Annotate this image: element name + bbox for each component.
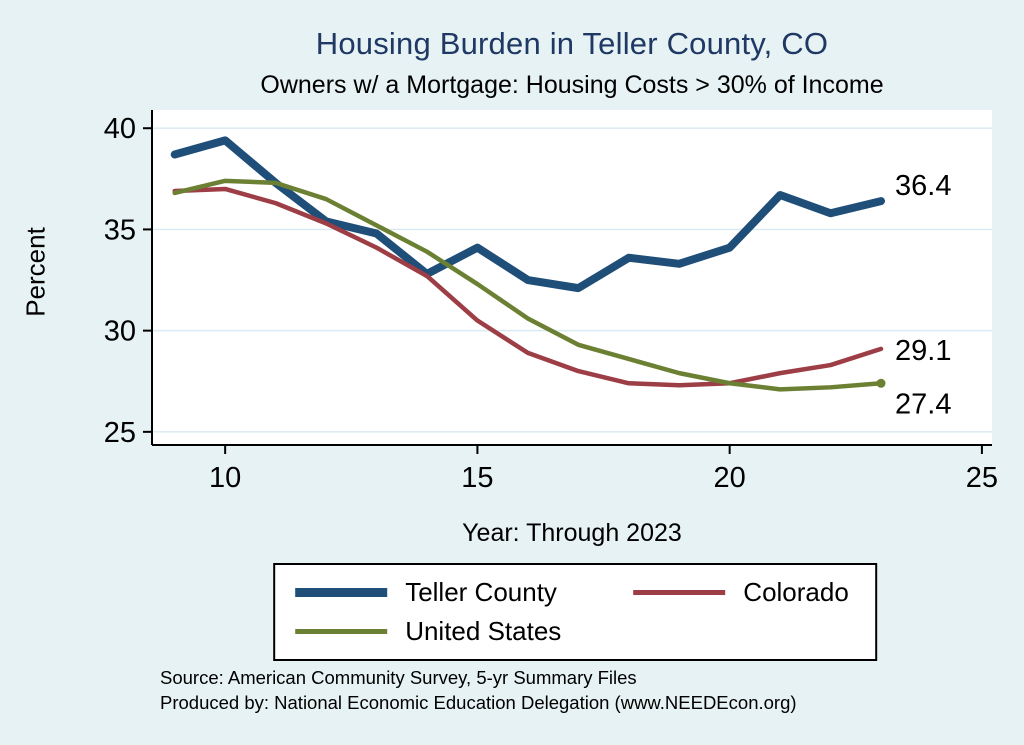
- series-marker-united-states: [876, 378, 886, 388]
- legend-item-teller-county: Teller County: [295, 577, 561, 608]
- legend-swatch-colorado: [633, 590, 726, 595]
- y-tick-label: 40: [104, 113, 136, 145]
- legend-label-united-states: United States: [405, 616, 562, 646]
- line-chart-plot: 25 30 35 40 10 15 20 25 36.4 29.1 27.4: [104, 110, 998, 494]
- legend-label-colorado: Colorado: [743, 577, 849, 607]
- chart-title: Housing Burden in Teller County, CO: [315, 26, 829, 61]
- legend-swatch-united-states: [295, 629, 388, 634]
- y-tick-label: 25: [104, 417, 136, 449]
- source-note: Source: American Community Survey, 5-yr …: [160, 666, 797, 716]
- legend: Teller County Colorado United States: [273, 563, 877, 661]
- x-tick-label: 10: [209, 462, 241, 494]
- x-tick-label: 20: [714, 462, 746, 494]
- legend-grid: Teller County Colorado United States: [295, 577, 849, 647]
- y-tick-label: 35: [104, 214, 136, 246]
- x-tick-label: 15: [461, 462, 493, 494]
- y-tick-label: 30: [104, 316, 136, 348]
- legend-swatch-teller-county: [295, 588, 388, 597]
- series-line-teller-county: [170, 136, 886, 293]
- legend-label-teller-county: Teller County: [405, 577, 557, 607]
- plot-area: [152, 110, 992, 445]
- series-line-united-states: [172, 178, 884, 392]
- x-tick-label: 25: [966, 462, 998, 494]
- chart-subtitle: Owners w/ a Mortgage: Housing Costs > 30…: [260, 71, 884, 99]
- legend-item-united-states: United States: [295, 616, 561, 647]
- end-value-label-united-states: 27.4: [895, 388, 951, 420]
- legend-item-colorado: Colorado: [633, 577, 849, 608]
- x-axis-label: Year: Through 2023: [462, 519, 682, 547]
- end-value-label-teller-county: 36.4: [895, 170, 951, 202]
- source-line: Source: American Community Survey, 5-yr …: [160, 667, 637, 688]
- series-line-colorado: [172, 186, 884, 388]
- end-value-label-colorado: 29.1: [895, 335, 951, 367]
- producer-line: Produced by: National Economic Education…: [160, 691, 797, 713]
